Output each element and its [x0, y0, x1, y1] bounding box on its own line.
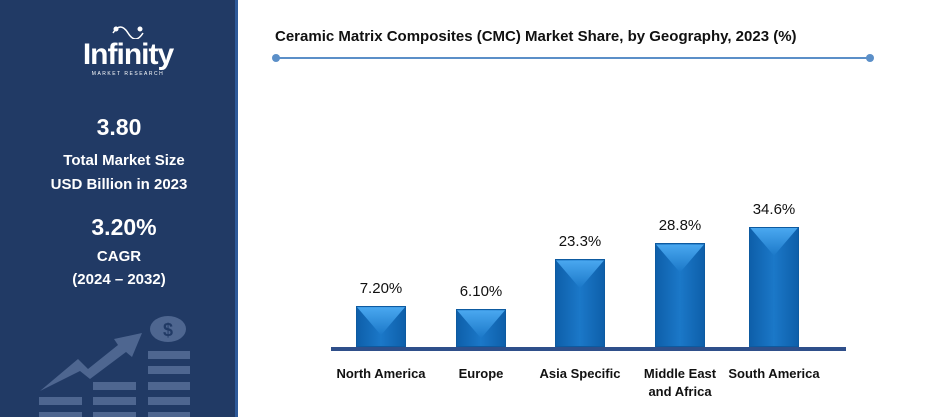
growth-chart-icon: $: [39, 316, 190, 417]
data-label: 23.3%: [558, 233, 602, 251]
sidebar: Infinity MARKET RESEARCH 3.80 Total Mark…: [0, 0, 238, 417]
bar-4: [749, 226, 799, 347]
category-label: Asia Specific: [539, 366, 621, 381]
logo: Infinity MARKET RESEARCH: [78, 25, 178, 77]
cagr-period: (2024 – 2032): [72, 271, 166, 288]
data-label: 34.6%: [752, 200, 796, 218]
cagr-label: CAGR: [96, 248, 142, 265]
data-label: 7.20%: [359, 280, 403, 298]
data-label: 6.10%: [459, 283, 503, 301]
category-label: Middle East and Africa: [643, 366, 717, 399]
market-size-unit: USD Billion in 2023: [50, 176, 188, 193]
market-size-value: 3.80: [96, 114, 142, 140]
svg-text:$: $: [163, 320, 173, 340]
title-underline: [272, 54, 874, 62]
category-label: South America: [728, 366, 820, 381]
x-axis-baseline: [331, 347, 846, 351]
chart-title: Ceramic Matrix Composites (CMC) Market S…: [275, 28, 797, 45]
category-label: Europe: [458, 366, 504, 381]
cagr-value: 3.20%: [91, 214, 157, 240]
data-label: 28.8%: [658, 217, 702, 235]
bar-1: [456, 309, 506, 347]
bar-2: [555, 259, 605, 347]
category-label: North America: [336, 366, 426, 381]
bar-0: [356, 306, 406, 347]
bar-3: [655, 243, 705, 347]
logo-infinity-icon: [112, 26, 144, 39]
market-size-label: Total Market Size: [63, 152, 185, 169]
